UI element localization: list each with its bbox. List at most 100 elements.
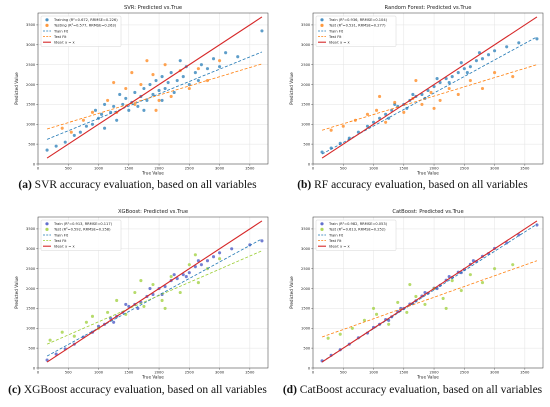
scatter-point xyxy=(493,49,497,53)
scatter-point xyxy=(124,96,128,100)
scatter-point xyxy=(260,239,264,243)
scatter-point xyxy=(124,86,128,91)
scatter-point xyxy=(136,306,140,310)
scatter-point xyxy=(166,80,170,85)
y-tick-label: 2000 xyxy=(26,287,36,291)
x-tick-label: 3000 xyxy=(490,167,500,171)
scatter-point xyxy=(468,79,472,83)
scatter-point xyxy=(517,233,521,237)
scatter-point xyxy=(112,320,116,324)
scatter-point xyxy=(60,330,64,334)
scatter-point xyxy=(148,286,152,291)
x-tick-label: 3000 xyxy=(215,371,225,375)
x-tick-label: 2000 xyxy=(154,371,164,375)
scatter-point xyxy=(193,253,197,257)
scatter-point xyxy=(157,98,161,102)
scatter-point xyxy=(48,338,52,342)
scatter-point xyxy=(90,314,95,318)
scatter-point xyxy=(184,275,188,279)
scatter-point xyxy=(124,312,128,316)
legend-label: Train Fit xyxy=(53,29,69,33)
scatter-point xyxy=(493,267,497,271)
x-axis-label: True Value xyxy=(141,171,164,176)
legend-label: Training (R²=0.672, RRMSE=0.226) xyxy=(53,18,118,22)
caption-label: (d) xyxy=(282,384,297,396)
scatter-point xyxy=(432,106,436,110)
x-tick-label: 3500 xyxy=(520,167,530,171)
scatter-point xyxy=(459,61,463,65)
scatter-point xyxy=(438,98,442,102)
scatter-point xyxy=(465,71,469,75)
legend-label: Ideal: y = x xyxy=(54,41,76,45)
y-tick-label: 0 xyxy=(308,162,311,166)
scatter-point xyxy=(341,124,345,128)
legend-marker xyxy=(45,23,49,27)
scatter-point xyxy=(435,77,439,81)
x-tick-label: 3500 xyxy=(520,371,530,375)
scatter-point xyxy=(396,300,400,304)
scatter-point xyxy=(459,288,463,293)
scatter-point xyxy=(175,277,179,281)
scatter-point xyxy=(154,108,158,112)
scatter-point xyxy=(387,116,391,120)
scatter-point xyxy=(45,358,49,362)
test-fit-line xyxy=(321,260,538,338)
scatter-point xyxy=(136,104,140,108)
legend-marker xyxy=(45,222,49,226)
y-tick-label: 3000 xyxy=(301,43,311,47)
legend-label: Ideal: y = x xyxy=(329,245,351,249)
series-1-points xyxy=(326,263,515,340)
chart-panel-svr: SVR: Predicted vs.True 0 500 1000 1500 2000 25… xyxy=(0,0,275,203)
caption-label: (b) xyxy=(297,179,312,191)
legend-label: Train (R²=0.982, RRMSE=0.053) xyxy=(328,222,388,226)
scatter-point xyxy=(456,92,460,97)
scatter-point xyxy=(447,80,451,85)
y-tick-label: 2500 xyxy=(26,267,36,271)
legend-label: Train Fit xyxy=(328,29,344,33)
scatter-point xyxy=(414,79,418,83)
series-1-points xyxy=(48,253,222,342)
chart-title: Random Forest: Predicted vs.True xyxy=(385,5,472,11)
test-fit-line xyxy=(46,63,263,130)
scatter-point xyxy=(505,45,509,49)
scatter-point xyxy=(157,88,161,93)
legend-marker xyxy=(45,18,49,22)
scatter-point xyxy=(151,73,155,77)
scatter-point xyxy=(72,334,76,338)
caption-text: XGBoost accuracy evaluation, based on al… xyxy=(20,384,267,396)
y-axis-label: Predicted Value xyxy=(289,276,294,309)
x-tick-label: 1500 xyxy=(399,167,409,171)
scatter-point xyxy=(205,67,210,71)
y-tick-label: 1000 xyxy=(26,327,36,331)
scatter-point xyxy=(450,75,454,79)
legend-label: Ideal: y = x xyxy=(54,245,76,249)
x-tick-label: 1500 xyxy=(124,167,134,171)
y-tick-label: 2000 xyxy=(301,83,311,87)
scatter-point xyxy=(196,67,200,71)
y-axis-label: Predicted Value xyxy=(14,276,19,309)
scatter-point xyxy=(90,110,95,114)
scatter-point xyxy=(142,108,146,112)
legend-marker xyxy=(320,222,324,226)
scatter-point xyxy=(193,265,197,269)
scatter-point xyxy=(127,108,131,112)
y-tick-label: 0 xyxy=(308,366,311,370)
chart-rf: Random Forest: Predicted vs.True 0 500 1000… xyxy=(289,5,544,175)
legend-box xyxy=(40,219,122,251)
scatter-point xyxy=(54,352,58,356)
scatter-point xyxy=(151,283,155,287)
x-tick-label: 1500 xyxy=(399,371,409,375)
scatter-point xyxy=(145,98,149,102)
scatter-point xyxy=(139,279,143,283)
x-tick-label: 2500 xyxy=(185,167,195,171)
x-tick-label: 1000 xyxy=(369,167,379,171)
ideal-line xyxy=(46,220,263,363)
scatter-point xyxy=(142,304,146,308)
y-tick-label: 1500 xyxy=(301,307,311,311)
scatter-point xyxy=(163,284,167,289)
scatter-point xyxy=(218,59,222,63)
x-tick-label: 500 xyxy=(340,167,348,171)
ideal-line xyxy=(46,16,263,159)
scatter-point xyxy=(438,80,442,85)
scatter-point xyxy=(84,124,88,128)
